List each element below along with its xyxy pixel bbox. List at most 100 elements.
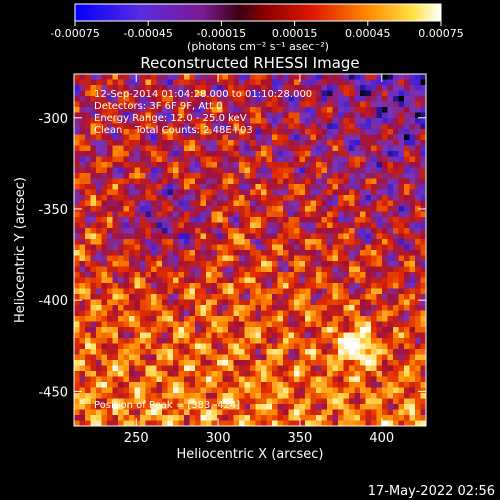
heatmap-cell <box>112 338 119 344</box>
heatmap-cell <box>310 277 317 284</box>
heatmap-cell <box>239 195 245 201</box>
heatmap-cell <box>162 354 168 361</box>
heatmap-cell <box>321 387 328 394</box>
heatmap-cell <box>85 272 91 278</box>
heatmap-cell <box>305 420 311 426</box>
heatmap-cell <box>118 239 124 245</box>
heatmap-cell <box>107 360 113 366</box>
heatmap-cell <box>118 123 124 130</box>
heatmap-cell <box>96 321 102 328</box>
heatmap-cell <box>217 228 223 234</box>
heatmap-cell <box>305 310 311 317</box>
heatmap-cell <box>79 145 86 152</box>
heatmap-cell <box>101 173 108 179</box>
heatmap-cell <box>277 272 284 278</box>
heatmap-cell <box>349 409 355 416</box>
heatmap-cell <box>349 387 355 394</box>
heatmap-cell <box>305 107 311 113</box>
heatmap-cell <box>332 305 339 311</box>
heatmap-cell <box>398 305 405 311</box>
heatmap-cell <box>107 250 113 256</box>
heatmap-cell <box>393 140 399 146</box>
heatmap-cell <box>420 376 426 383</box>
heatmap-cell <box>360 316 366 322</box>
heatmap-cell <box>107 321 113 328</box>
heatmap-cell <box>338 244 344 251</box>
heatmap-cell <box>415 90 421 97</box>
heatmap-cell <box>134 151 141 157</box>
heatmap-cell <box>118 145 124 152</box>
heatmap-cell <box>288 112 295 119</box>
heatmap-cell <box>101 266 108 273</box>
heatmap-cell <box>90 134 97 141</box>
heatmap-cell <box>261 217 267 223</box>
heatmap-cell <box>195 415 201 421</box>
heatmap-cell <box>107 398 113 405</box>
heatmap-cell <box>112 134 119 141</box>
heatmap-cell <box>371 365 377 372</box>
heatmap-cell <box>134 404 141 410</box>
heatmap-cell <box>145 85 152 91</box>
heatmap-cell <box>360 343 366 350</box>
heatmap-cell <box>299 398 306 405</box>
heatmap-cell <box>305 387 311 394</box>
heatmap-cell <box>371 145 377 152</box>
heatmap-cell <box>365 371 372 377</box>
heatmap-cell <box>244 310 251 317</box>
heatmap-cell <box>393 184 399 190</box>
heatmap-cell <box>85 233 91 240</box>
heatmap-cell <box>173 266 179 273</box>
heatmap-cell <box>266 255 273 262</box>
heatmap-cell <box>382 173 388 179</box>
heatmap-cell <box>134 118 141 124</box>
heatmap-cell <box>321 184 328 190</box>
heatmap-cell <box>118 404 124 410</box>
heatmap-cell <box>228 101 234 108</box>
heatmap-cell <box>112 151 119 157</box>
heatmap-cell <box>393 200 399 207</box>
heatmap-cell <box>382 420 388 426</box>
heatmap-cell <box>107 217 113 223</box>
heatmap-cell <box>217 211 223 218</box>
heatmap-cell <box>409 233 416 240</box>
heatmap-cell <box>277 288 284 295</box>
heatmap-cell <box>156 211 163 218</box>
heatmap-cell <box>365 134 372 141</box>
heatmap-cell <box>261 107 267 113</box>
heatmap-cell <box>184 327 190 333</box>
heatmap-cell <box>327 145 333 152</box>
heatmap-cell <box>118 211 124 218</box>
heatmap-cell <box>244 283 251 289</box>
heatmap-cell <box>162 140 168 146</box>
heatmap-cell <box>393 244 399 251</box>
heatmap-cell <box>305 398 311 405</box>
heatmap-cell <box>360 222 366 229</box>
heatmap-cell <box>261 145 267 152</box>
heatmap-cell <box>112 398 119 405</box>
heatmap-cell <box>420 112 426 119</box>
heatmap-cell <box>79 261 86 267</box>
heatmap-cell <box>310 195 317 201</box>
heatmap-cell <box>310 338 317 344</box>
heatmap-cell <box>167 90 174 97</box>
heatmap-cell <box>415 393 421 399</box>
heatmap-cell <box>239 283 245 289</box>
heatmap-cell <box>107 244 113 251</box>
heatmap-cell <box>79 206 86 212</box>
heatmap-cell <box>101 371 108 377</box>
heatmap-cell <box>244 250 251 256</box>
heatmap-cell <box>365 327 372 333</box>
heatmap-cell <box>371 288 377 295</box>
heatmap-cell <box>151 409 157 416</box>
heatmap-cell <box>261 162 267 168</box>
heatmap-cell <box>178 178 185 185</box>
heatmap-cell <box>415 321 421 328</box>
heatmap-cell <box>250 387 256 394</box>
heatmap-cell <box>398 266 405 273</box>
heatmap-cell <box>151 206 157 212</box>
heatmap-cell <box>118 420 124 426</box>
heatmap-cell <box>217 272 223 278</box>
heatmap-cell <box>156 415 163 421</box>
heatmap-cell <box>189 393 196 399</box>
heatmap-cell <box>217 398 223 405</box>
